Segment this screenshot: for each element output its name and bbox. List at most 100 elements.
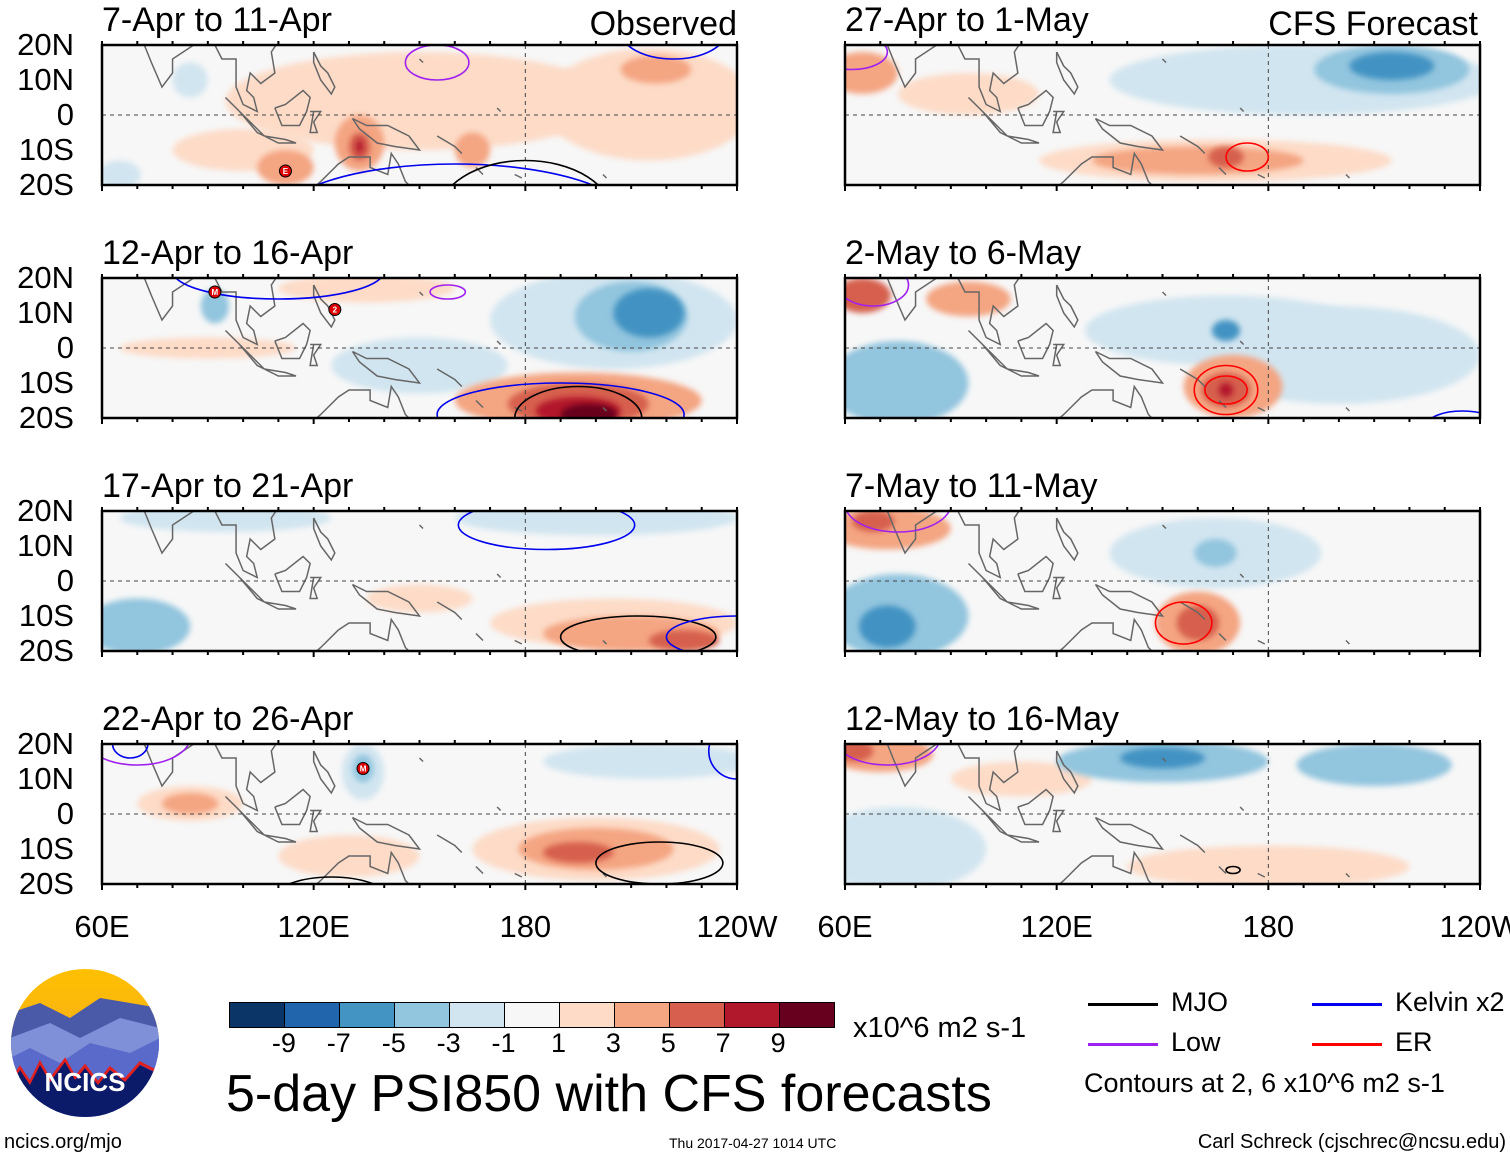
colorbar-tick-label: 7: [715, 1028, 731, 1058]
contour-er: [1204, 375, 1248, 405]
contour-mjo: [513, 385, 643, 418]
legend-label: MJO: [1171, 987, 1228, 1017]
coastline: [1052, 809, 1066, 833]
colorbar-tick-label: -1: [491, 1028, 516, 1058]
contour-mjo: [286, 876, 376, 884]
panel-title: 17-Apr to 21-Apr: [102, 467, 354, 505]
panel-title: 22-Apr to 26-Apr: [102, 700, 354, 738]
footer-url[interactable]: ncics.org/mjo: [4, 1131, 122, 1153]
coastline: [263, 601, 297, 610]
map-panel: [843, 740, 1482, 890]
coastline: [436, 135, 463, 155]
coastline: [309, 110, 323, 134]
coastline: [602, 406, 608, 412]
coastline: [312, 51, 336, 96]
anomaly-region: [200, 288, 229, 324]
lat-label: 0: [56, 97, 74, 132]
lon-label: 120E: [277, 909, 350, 944]
storm-marker: 2: [328, 303, 342, 316]
lat-label: 0: [56, 563, 74, 598]
colorbar-swatch: [780, 1003, 834, 1027]
colorbar-swatch: [230, 1003, 285, 1027]
coastline: [1006, 601, 1040, 610]
legend-label: Kelvin x2: [1395, 987, 1505, 1017]
map-panel: M2: [100, 274, 739, 424]
colorbar-swatch: [505, 1003, 560, 1027]
lat-label: 20S: [18, 866, 74, 901]
colorbar-swatch: [450, 1003, 505, 1027]
lat-label: 10S: [18, 598, 74, 633]
coastline: [496, 806, 502, 812]
coastline: [1006, 135, 1040, 144]
anomaly-region: [102, 598, 191, 651]
colorbar: [229, 1002, 835, 1028]
storm-icon: [328, 303, 342, 316]
coastline: [351, 117, 422, 151]
coastline: [143, 511, 277, 579]
coastline: [1161, 291, 1167, 297]
anomaly-region: [845, 807, 987, 884]
coastline: [602, 872, 608, 878]
coastline: [1055, 284, 1079, 329]
lat-label: 20N: [17, 27, 74, 62]
contour-kelvin-x2: [314, 163, 595, 185]
coastline: [514, 406, 523, 412]
contour-mjo: [595, 841, 724, 884]
colorbar-tick-label: -9: [271, 1028, 296, 1058]
contour-low: [429, 284, 467, 300]
contour-mjo: [451, 159, 600, 185]
colorbar-tick-label: 1: [550, 1028, 566, 1058]
coastline: [886, 45, 1020, 113]
coastline: [1094, 350, 1165, 384]
lat-label: 20S: [18, 400, 74, 435]
anomaly-region: [620, 55, 692, 84]
coastline: [1257, 406, 1266, 412]
panel-title: 2-May to 6-May: [845, 234, 1082, 272]
coastline: [418, 524, 424, 530]
lat-label: 20N: [17, 260, 74, 295]
coastline: [1218, 865, 1227, 875]
coastline: [1058, 151, 1153, 185]
coastline: [1055, 750, 1079, 795]
map-panel: [100, 507, 739, 657]
footer-timestamp: Thu 2017-04-27 1014 UTC: [669, 1135, 837, 1151]
coastline: [143, 278, 277, 346]
coastline: [1058, 850, 1153, 884]
anomaly-region: [366, 584, 473, 613]
colorbar-swatch: [340, 1003, 395, 1027]
lat-label: 20S: [18, 633, 74, 668]
coastline: [1052, 343, 1066, 367]
anomaly-region: [648, 630, 720, 651]
coastline: [1058, 617, 1153, 651]
contour-kelvin-x2: [665, 615, 737, 651]
anomaly-region: [845, 341, 969, 418]
coastline: [274, 555, 311, 593]
contour-low: [845, 278, 910, 307]
coastline: [1257, 173, 1266, 179]
coastline: [1179, 135, 1206, 155]
storm-label: M: [360, 765, 367, 774]
coastline: [886, 744, 1020, 812]
lon-label: 180: [1242, 909, 1295, 944]
colorbar-swatch: [560, 1003, 615, 1027]
coastline: [143, 744, 277, 812]
coastline: [351, 583, 422, 617]
lon-label: 120E: [1020, 909, 1093, 944]
coastline: [1239, 573, 1245, 579]
colorbar-tick-label: -3: [436, 1028, 461, 1058]
contour-note: Contours at 2, 6 x10^6 m2 s-1: [1084, 1068, 1445, 1098]
coastline: [143, 45, 277, 113]
lat-label: 10S: [18, 831, 74, 866]
anomaly-region: [1194, 539, 1237, 567]
coastline: [418, 291, 424, 297]
colorbar-tick-label: -7: [326, 1028, 351, 1058]
contour-low: [845, 45, 889, 71]
forecast-header: CFS Forecast: [1268, 5, 1478, 43]
coastline: [1345, 872, 1351, 878]
coastline: [418, 58, 424, 64]
coastline: [1345, 639, 1351, 645]
figure-title: 5-day PSI850 with CFS forecasts: [226, 1065, 992, 1123]
contour-low: [845, 744, 940, 766]
coastline: [351, 350, 422, 384]
coastline: [514, 173, 523, 179]
